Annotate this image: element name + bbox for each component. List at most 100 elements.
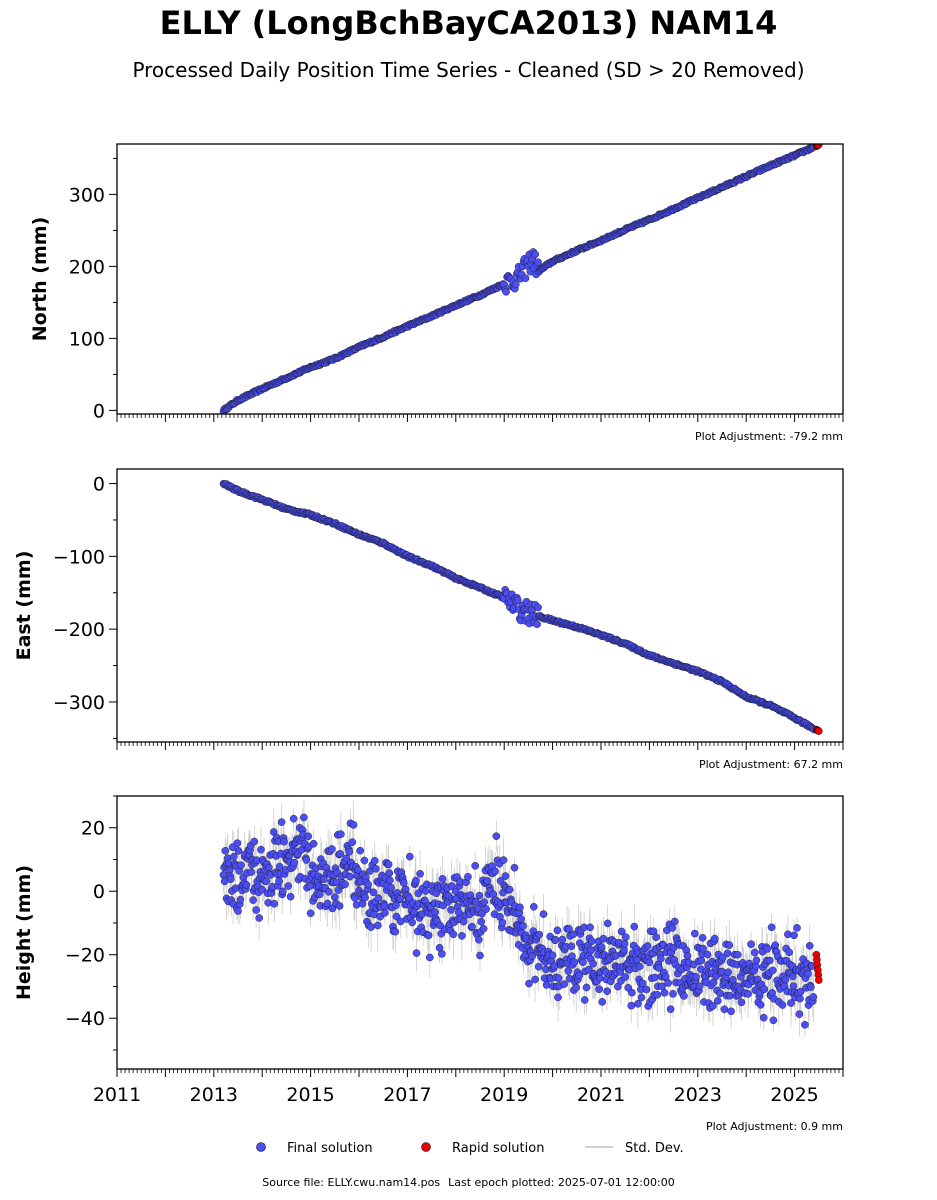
final-point xyxy=(226,875,235,884)
final-point xyxy=(234,907,242,915)
final-point xyxy=(399,879,408,887)
final-point xyxy=(514,596,522,604)
panel-east: 0 −100 −200 −300 East (mm) Plot Adjustment: 6… xyxy=(13,468,844,771)
final-point xyxy=(683,952,692,960)
final-point xyxy=(323,899,332,908)
final-point xyxy=(425,953,434,962)
final-point xyxy=(337,830,345,839)
final-point xyxy=(447,906,455,914)
final-point xyxy=(617,927,626,936)
final-point xyxy=(564,967,573,975)
final-point xyxy=(643,942,652,950)
final-point xyxy=(586,923,594,932)
final-point xyxy=(691,929,699,938)
final-point xyxy=(483,877,492,885)
final-point xyxy=(219,871,228,879)
final-point xyxy=(342,854,351,863)
final-point xyxy=(778,1001,787,1009)
plot-area-height xyxy=(219,799,823,1037)
final-point xyxy=(805,942,814,950)
final-point xyxy=(809,993,818,1001)
y-axis-label-east: East (mm) xyxy=(13,551,35,661)
final-point xyxy=(534,962,543,971)
final-point xyxy=(471,862,480,870)
plot-adjustment-east: Plot Adjustment: 67.2 mm xyxy=(699,758,843,771)
y-tick-label: 0 xyxy=(93,474,105,496)
final-point xyxy=(262,877,271,886)
final-point xyxy=(737,998,746,1007)
final-point xyxy=(645,958,654,967)
final-point xyxy=(598,998,607,1006)
final-point xyxy=(304,832,313,841)
final-point xyxy=(369,888,378,897)
final-point xyxy=(275,862,284,871)
final-point xyxy=(392,901,400,910)
final-point xyxy=(793,924,801,932)
final-point xyxy=(699,944,708,953)
final-point xyxy=(767,923,776,932)
final-points-height xyxy=(219,813,818,1029)
final-point xyxy=(588,937,596,946)
final-point xyxy=(725,941,734,949)
final-point xyxy=(249,896,257,904)
final-point xyxy=(349,821,358,829)
final-point xyxy=(471,898,480,906)
final-point xyxy=(257,845,265,854)
final-point xyxy=(360,856,369,865)
final-point xyxy=(438,950,446,958)
final-point xyxy=(479,924,488,933)
final-point xyxy=(652,933,660,942)
final-point xyxy=(695,982,704,991)
final-point xyxy=(729,976,737,984)
final-point xyxy=(252,906,261,914)
final-point xyxy=(726,991,734,1000)
rapid-points-north xyxy=(812,144,823,150)
chart-subtitle: Processed Daily Position Time Series - C… xyxy=(132,58,805,82)
final-point xyxy=(421,896,429,905)
final-point xyxy=(521,274,530,283)
y-tick-label: −20 xyxy=(65,945,105,967)
final-point xyxy=(502,287,510,296)
final-point xyxy=(477,917,486,926)
final-point xyxy=(234,847,243,855)
y-axis-label-height: Height (mm) xyxy=(13,865,35,1000)
final-point xyxy=(482,905,490,913)
final-point xyxy=(336,850,345,858)
final-point xyxy=(796,987,805,996)
y-tick-label: −300 xyxy=(53,692,105,714)
final-point xyxy=(289,814,298,823)
final-point xyxy=(356,846,365,855)
final-point xyxy=(787,999,795,1007)
final-point xyxy=(635,962,644,971)
final-point xyxy=(412,949,421,957)
final-point xyxy=(242,881,251,889)
final-point xyxy=(408,918,417,927)
final-point xyxy=(373,921,382,930)
final-point xyxy=(464,873,472,881)
final-point xyxy=(795,1010,804,1018)
final-point xyxy=(438,875,447,883)
final-point xyxy=(361,893,369,902)
final-point xyxy=(290,858,299,867)
rapid-point xyxy=(815,144,823,149)
final-point xyxy=(229,852,238,861)
final-point xyxy=(364,880,372,889)
y-tick-label: 0 xyxy=(93,881,105,903)
final-point xyxy=(703,950,712,959)
final-point xyxy=(720,1005,729,1014)
rapid-point xyxy=(815,727,823,735)
final-point xyxy=(714,997,722,1005)
final-point xyxy=(769,966,777,975)
final-point xyxy=(760,985,769,994)
final-point xyxy=(221,847,230,855)
final-point xyxy=(666,1005,675,1014)
final-point xyxy=(258,885,267,894)
final-point xyxy=(525,979,533,988)
final-point xyxy=(804,970,812,978)
final-point xyxy=(572,983,581,992)
final-point xyxy=(582,983,591,992)
y-tick-label: 300 xyxy=(69,184,105,206)
final-point xyxy=(385,869,394,877)
